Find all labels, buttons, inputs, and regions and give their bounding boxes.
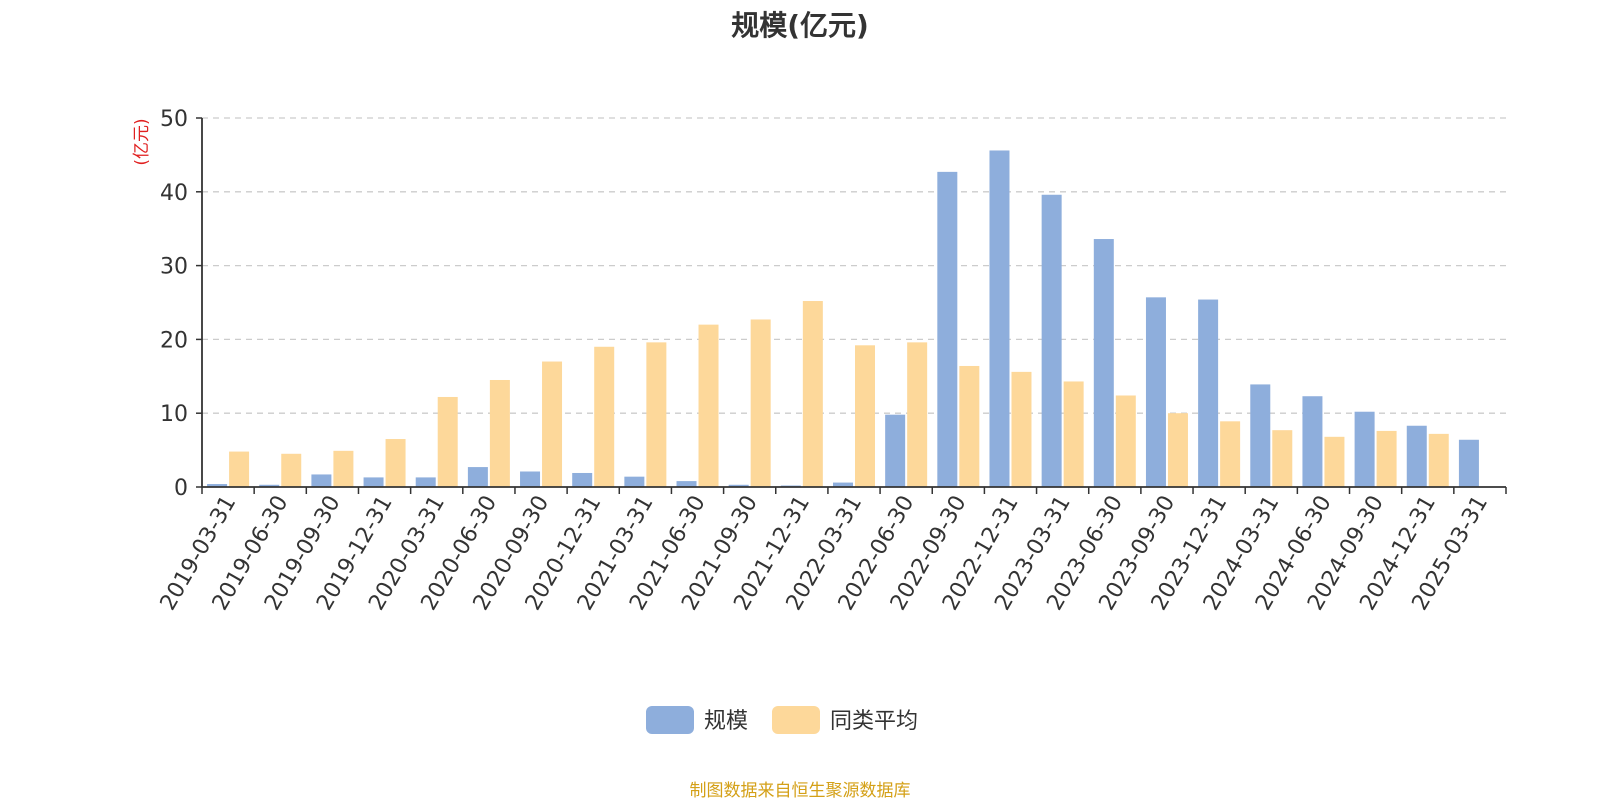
bar-scale <box>415 477 436 487</box>
source-note: 制图数据来自恒生聚源数据库 <box>689 781 911 801</box>
bar-scale <box>989 150 1010 488</box>
bar-avg <box>1167 413 1188 487</box>
bar-scale <box>1354 411 1375 487</box>
y-tick-label: 20 <box>160 328 188 353</box>
bar-avg <box>437 396 458 487</box>
bar-scale <box>572 472 593 487</box>
bar-scale <box>1145 297 1166 487</box>
bar-scale <box>1198 299 1219 487</box>
bar-avg <box>1272 430 1293 487</box>
bar-scale <box>1041 194 1062 487</box>
bar-scale <box>1406 425 1427 487</box>
chart-title: 规模(亿元) <box>731 9 869 42</box>
bar-avg <box>1220 421 1241 487</box>
bar-avg <box>489 379 510 487</box>
bar-avg <box>1063 381 1084 487</box>
legend-swatch-avg <box>772 706 820 734</box>
bar-scale <box>728 484 749 487</box>
bar-scale <box>207 484 228 487</box>
bar-avg <box>959 365 980 487</box>
bar-avg <box>281 453 302 487</box>
y-axis-label: (亿元) <box>132 118 152 165</box>
bar-scale <box>1093 239 1114 487</box>
bar-scale <box>1302 396 1323 487</box>
bar-scale <box>311 474 332 487</box>
bar-scale <box>259 484 280 487</box>
bar-scale <box>676 481 697 487</box>
bar-scale <box>467 467 488 487</box>
legend-label: 同类平均 <box>830 709 918 734</box>
bar-scale <box>624 476 645 487</box>
y-tick-label: 10 <box>160 402 188 427</box>
bar-scale <box>363 477 384 487</box>
bar-avg <box>1011 371 1032 487</box>
bar-avg <box>1115 395 1136 487</box>
bar-avg <box>229 451 250 487</box>
y-tick-label: 50 <box>160 107 188 132</box>
bar-avg <box>542 361 563 487</box>
legend-swatch-scale <box>646 706 694 734</box>
bar-scale <box>833 482 853 487</box>
bar-avg <box>385 439 406 487</box>
y-tick-label: 0 <box>174 476 188 501</box>
legend-label: 规模 <box>704 709 748 734</box>
bar-avg <box>333 450 354 487</box>
bar-avg <box>594 346 615 487</box>
bar-avg <box>698 324 719 487</box>
y-tick-label: 30 <box>160 255 188 280</box>
bar-scale <box>1250 384 1271 487</box>
bar-avg <box>1428 433 1449 487</box>
bar-scale <box>520 471 541 487</box>
bar-avg <box>1376 430 1397 487</box>
bar-avg <box>1324 436 1345 487</box>
bar-avg <box>750 319 771 487</box>
bar-avg <box>907 342 928 487</box>
bar-scale <box>885 414 906 487</box>
y-tick-label: 40 <box>160 181 188 206</box>
bar-avg <box>802 301 823 487</box>
bar-scale <box>1458 439 1479 487</box>
bar-scale <box>937 171 958 487</box>
bar-avg <box>646 342 667 487</box>
bar-avg <box>855 345 875 487</box>
